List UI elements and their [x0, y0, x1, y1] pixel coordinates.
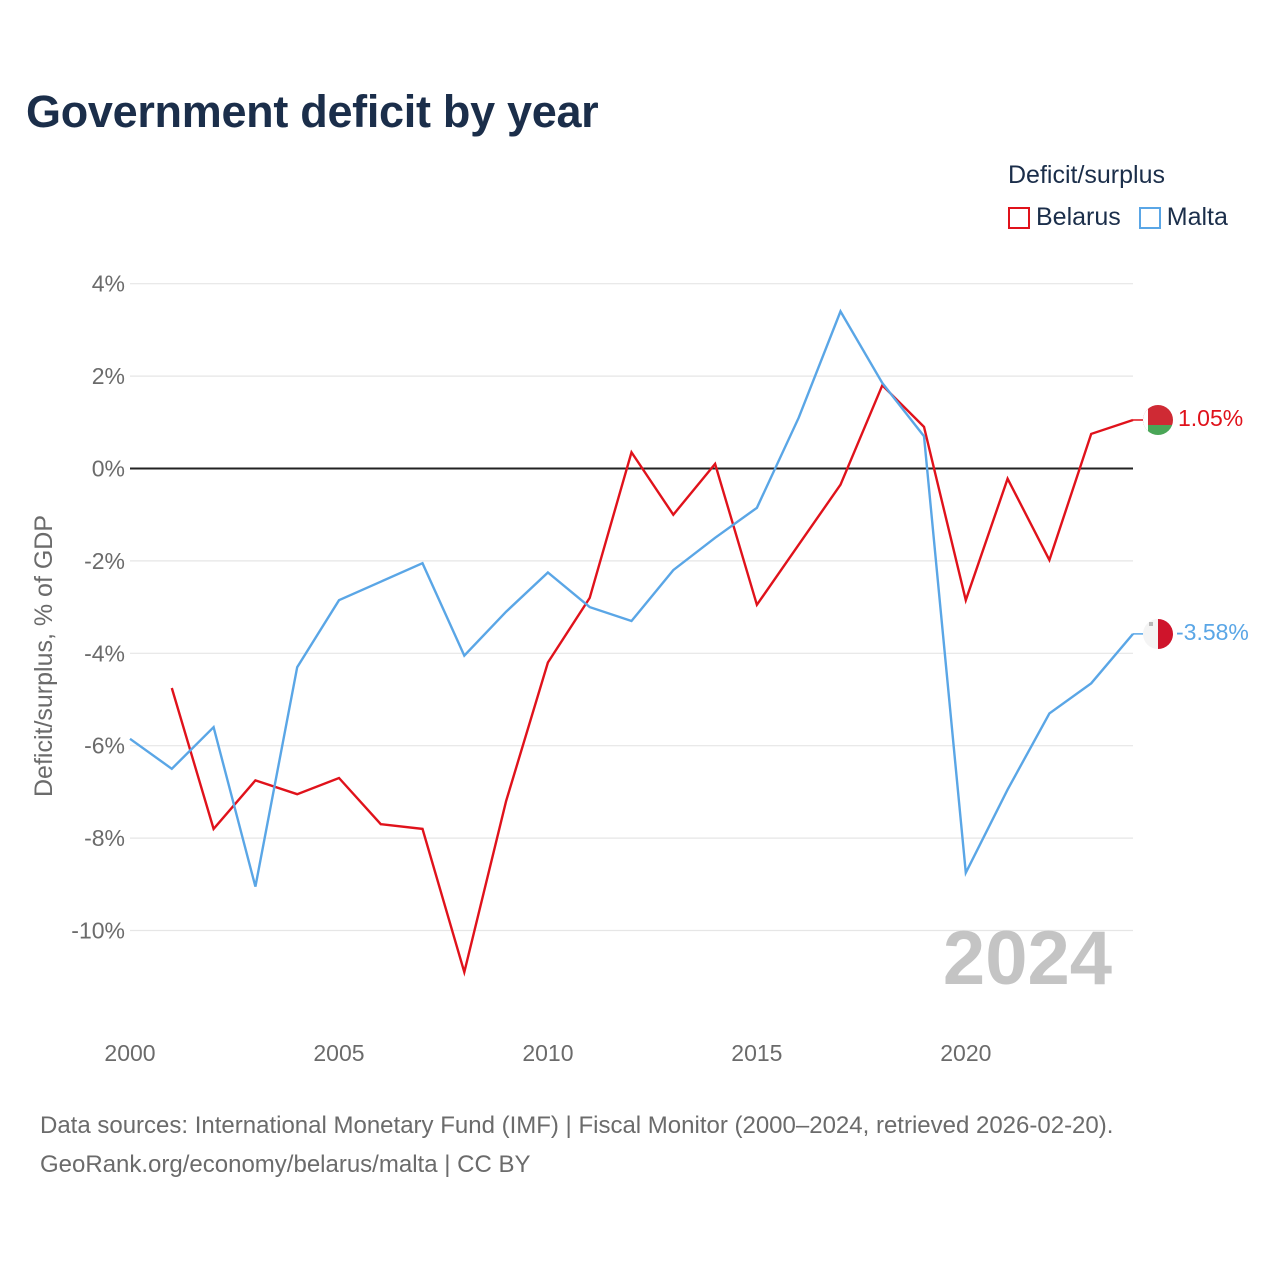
malta-end-label: -3.58% [1176, 619, 1249, 645]
series-line-malta[interactable] [129, 308, 1134, 887]
year-watermark: 2024 [943, 916, 1112, 1001]
y-tick-label: 2% [92, 363, 125, 389]
chart-title: Government deficit by year [26, 86, 599, 137]
legend-label-malta: Malta [1166, 203, 1228, 231]
legend-title: Deficit/surplus [1008, 161, 1165, 189]
legend: Belarus Malta [1008, 203, 1246, 232]
series-line-belarus[interactable] [170, 383, 1134, 977]
data-source-note: Data sources: International Monetary Fun… [40, 1112, 1114, 1139]
legend-item-malta[interactable]: Malta [1138, 203, 1228, 232]
legend-label-belarus: Belarus [1036, 203, 1121, 231]
malta-flag-icon [1143, 619, 1173, 649]
y-tick-label: -2% [84, 548, 125, 574]
y-axis-label: Deficit/surplus, % of GDP [30, 515, 58, 797]
legend-item-belarus[interactable]: Belarus [1008, 203, 1121, 232]
x-tick-label: 2005 [313, 1040, 364, 1066]
x-tick-label: 2010 [522, 1040, 573, 1066]
x-tick-label: 2015 [731, 1040, 782, 1066]
footer: Data sources: International Monetary Fun… [40, 1106, 1113, 1184]
belarus-end-label: 1.05% [1178, 405, 1243, 431]
y-tick-label: -6% [84, 733, 125, 759]
x-tick-label: 2000 [104, 1040, 155, 1066]
legend-swatch-malta [1138, 206, 1161, 229]
source-link[interactable]: GeoRank.org/economy/belarus/malta | CC B… [40, 1151, 531, 1178]
y-tick-label: -8% [84, 825, 125, 851]
line-chart: 4% 2% 0% -2% -4% -6% -8% -10% 2000 2005 2010 2015 20… [30, 271, 1249, 1066]
legend-swatch-belarus [1008, 206, 1030, 229]
y-tick-label: 0% [92, 456, 125, 482]
x-tick-label: 2020 [940, 1040, 991, 1066]
y-tick-label: -10% [71, 918, 125, 944]
y-tick-label: 4% [92, 271, 125, 297]
belarus-flag-icon [1143, 405, 1173, 435]
y-tick-label: -4% [84, 640, 125, 666]
